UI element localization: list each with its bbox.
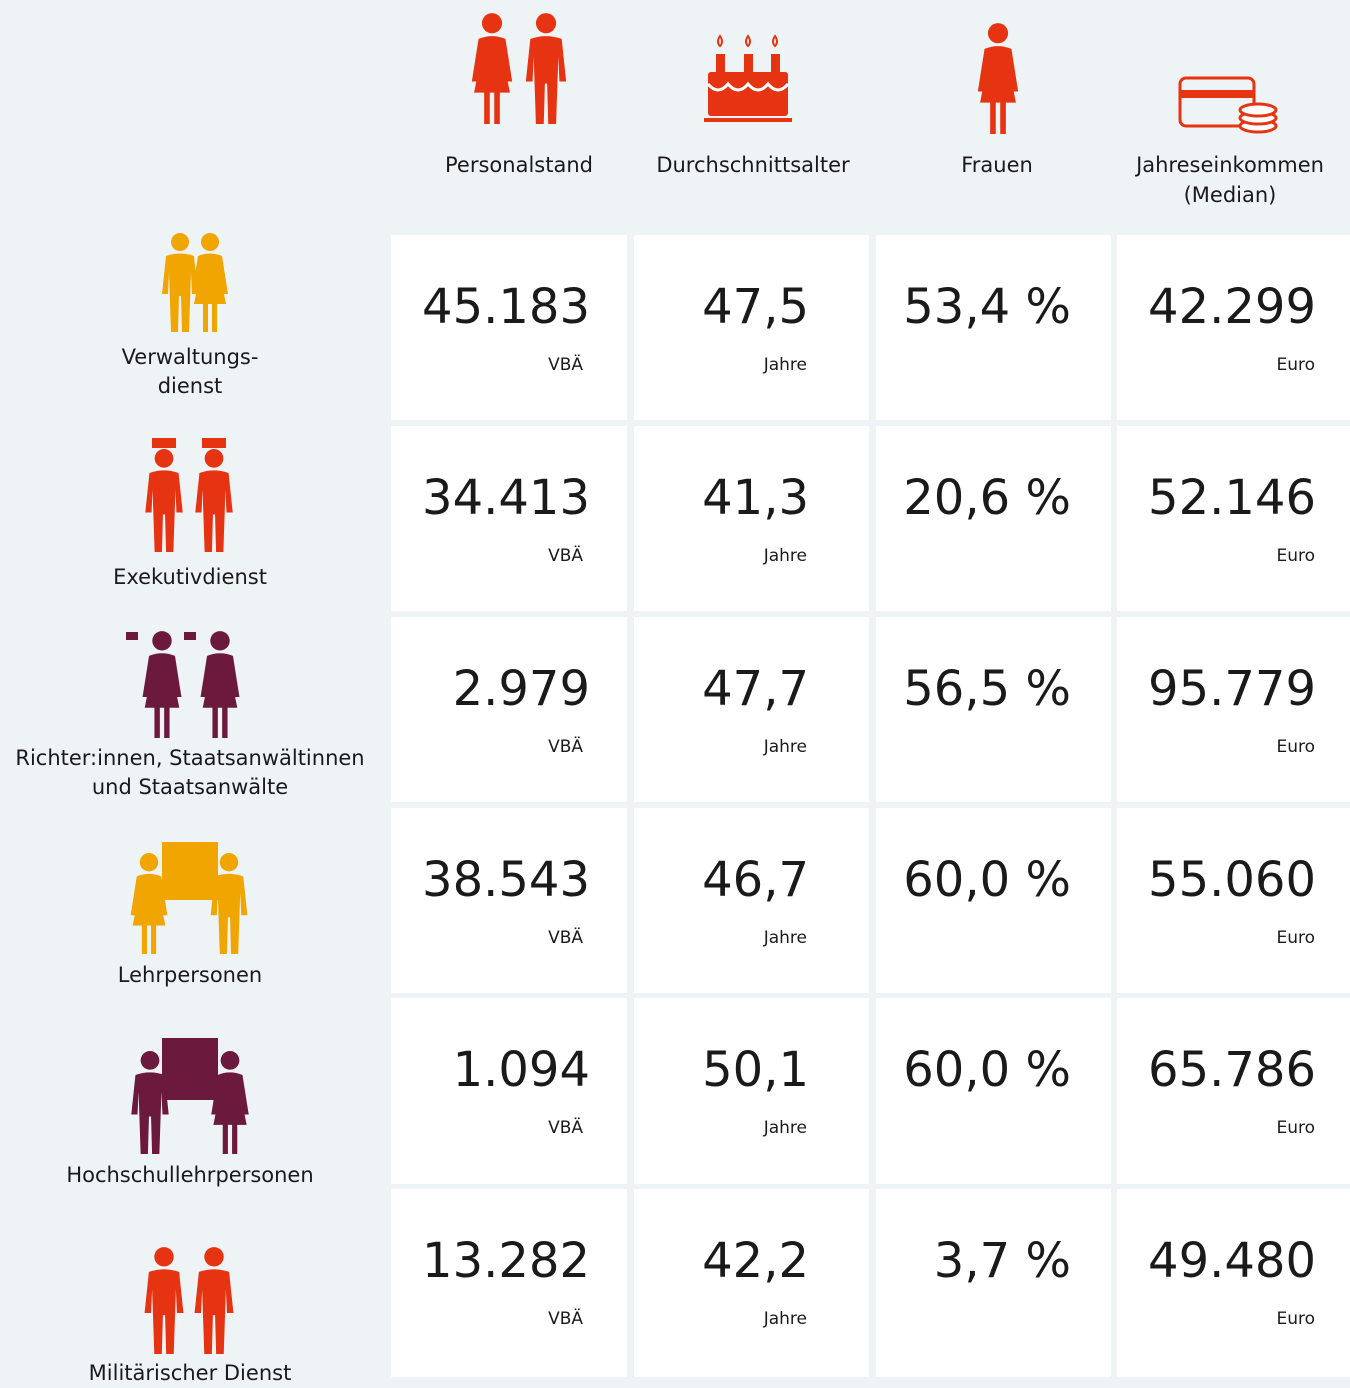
cell-unit: Jahre xyxy=(763,1309,807,1329)
cell-value: 53,4 % xyxy=(903,279,1071,335)
cell: 52.146 Euro xyxy=(1117,426,1350,611)
cell-value: 42,2 xyxy=(702,1233,809,1289)
cell-unit: VBÄ xyxy=(548,928,583,948)
cell-value: 2.979 xyxy=(452,661,590,717)
cell: 95.779 Euro xyxy=(1117,617,1350,802)
cell: 38.543 VBÄ xyxy=(391,808,627,993)
admin-icon xyxy=(162,233,228,332)
cake-icon xyxy=(704,34,792,122)
cell: 34.413 VBÄ xyxy=(391,426,627,611)
cell-unit: Jahre xyxy=(763,737,807,757)
column-header: Frauen xyxy=(961,153,1033,177)
cell-unit: VBÄ xyxy=(548,737,583,757)
judge-icon xyxy=(126,631,240,738)
cell: 65.786 Euro xyxy=(1117,998,1350,1184)
cell-value: 65.786 xyxy=(1148,1042,1316,1098)
cell: 2.979 VBÄ xyxy=(391,617,627,802)
cell-value: 20,6 % xyxy=(903,470,1071,526)
staff-icon xyxy=(471,13,567,124)
column-header: Jahreseinkommen (Median) xyxy=(1136,153,1324,207)
cell-value: 50,1 xyxy=(702,1042,809,1098)
cell-value: 34.413 xyxy=(422,470,590,526)
cell-unit: Jahre xyxy=(763,546,807,566)
cell-value: 55.060 xyxy=(1148,852,1316,908)
row-label: Lehrpersonen xyxy=(117,963,263,987)
cell: 20,6 % xyxy=(876,426,1111,611)
cell-unit: Euro xyxy=(1276,1309,1315,1329)
professor-icon xyxy=(131,1038,249,1154)
row-label: Richter:innen, Staatsanwältinnen und Sta… xyxy=(15,746,365,799)
cell-value: 38.543 xyxy=(422,852,590,908)
cell-value: 42.299 xyxy=(1148,279,1316,335)
cell-unit: VBÄ xyxy=(548,1309,583,1329)
cell: 47,5 Jahre xyxy=(634,235,869,420)
row-label: Militärischer Dienst xyxy=(88,1361,292,1385)
cell-unit: Euro xyxy=(1276,928,1315,948)
cell: 41,3 Jahre xyxy=(634,426,869,611)
police-icon xyxy=(145,438,233,552)
cell: 53,4 % xyxy=(876,235,1111,420)
cell-value: 13.282 xyxy=(422,1233,590,1289)
cell-unit: Euro xyxy=(1276,1118,1315,1138)
cell: 60,0 % xyxy=(876,808,1111,993)
card-icon xyxy=(1178,76,1278,134)
cell-unit: Euro xyxy=(1276,355,1315,375)
cell: 45.183 VBÄ xyxy=(391,235,627,420)
cell-value: 56,5 % xyxy=(903,661,1071,717)
cell: 42.299 Euro xyxy=(1117,235,1350,420)
cell: 56,5 % xyxy=(876,617,1111,802)
cell-unit: VBÄ xyxy=(548,1118,583,1138)
cell-value: 3,7 % xyxy=(933,1233,1071,1289)
cell: 50,1 Jahre xyxy=(634,998,869,1184)
cell-unit: Jahre xyxy=(763,928,807,948)
row-label: Hochschullehrpersonen xyxy=(66,1163,314,1187)
woman-icon xyxy=(977,23,1019,134)
cell: 49.480 Euro xyxy=(1117,1189,1350,1377)
cell: 42,2 Jahre xyxy=(634,1189,869,1377)
cell: 1.094 VBÄ xyxy=(391,998,627,1184)
military-icon xyxy=(144,1247,234,1354)
column-header: Durchschnittsalter xyxy=(656,153,850,177)
cell-unit: Euro xyxy=(1276,737,1315,757)
cell-value: 46,7 xyxy=(702,852,809,908)
cell-value: 45.183 xyxy=(422,279,590,335)
cell-value: 60,0 % xyxy=(903,852,1071,908)
teacher-icon xyxy=(130,842,248,954)
cell: 60,0 % xyxy=(876,998,1111,1184)
cell: 55.060 Euro xyxy=(1117,808,1350,993)
cell-unit: Jahre xyxy=(763,1118,807,1138)
cell: 13.282 VBÄ xyxy=(391,1189,627,1377)
row-label: Verwaltungs- dienst xyxy=(121,345,259,398)
cell-value: 60,0 % xyxy=(903,1042,1071,1098)
cell-value: 52.146 xyxy=(1148,470,1316,526)
cell-unit: VBÄ xyxy=(548,355,583,375)
cell-unit: Euro xyxy=(1276,546,1315,566)
cell-value: 41,3 xyxy=(702,470,809,526)
cell-unit: VBÄ xyxy=(548,546,583,566)
cell: 47,7 Jahre xyxy=(634,617,869,802)
cell: 3,7 % xyxy=(876,1189,1111,1377)
column-header: Personalstand xyxy=(445,153,593,177)
cell-value: 47,7 xyxy=(702,661,809,717)
cell-value: 47,5 xyxy=(702,279,809,335)
cell-value: 1.094 xyxy=(452,1042,590,1098)
cell: 46,7 Jahre xyxy=(634,808,869,993)
row-label: Exekutivdienst xyxy=(113,565,267,589)
cell-value: 95.779 xyxy=(1148,661,1316,717)
cell-value: 49.480 xyxy=(1148,1233,1316,1289)
cell-unit: Jahre xyxy=(763,355,807,375)
